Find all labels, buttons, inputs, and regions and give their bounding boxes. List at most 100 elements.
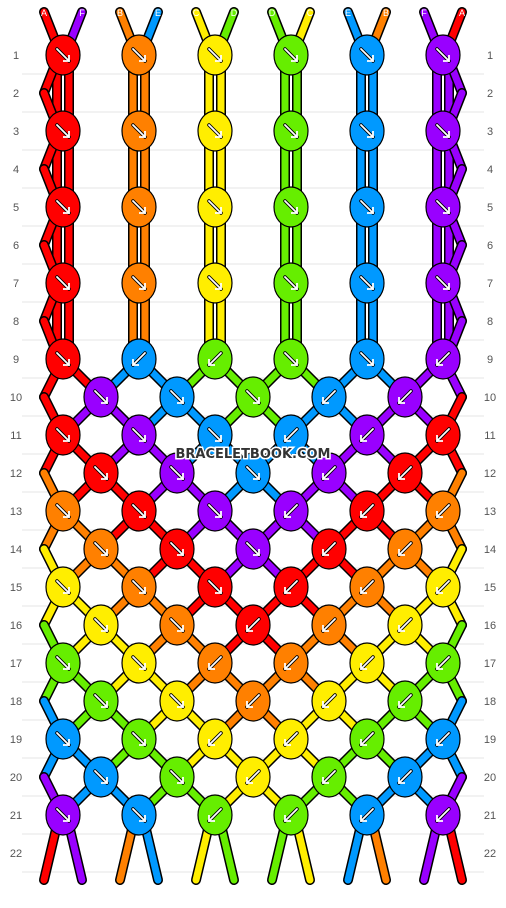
arrow-down-right-icon	[170, 542, 184, 556]
row-number-right: 15	[484, 582, 496, 594]
arrow-down-right-icon	[94, 390, 108, 404]
knot	[121, 110, 157, 152]
arrow-head-icon	[177, 777, 184, 784]
arrow-down-right-icon	[132, 428, 146, 442]
arrow-down-right-icon	[56, 200, 70, 214]
arrow-head-icon	[291, 283, 298, 290]
knot	[197, 186, 233, 228]
arrow-down-left-icon	[246, 618, 260, 632]
row-number-right: 9	[487, 354, 493, 366]
arrow-down-right-icon	[436, 48, 450, 62]
arrow-down-left-icon	[284, 732, 298, 746]
arrow-head-icon	[139, 815, 146, 822]
arrow-head-icon	[63, 739, 70, 746]
arrow-head-icon	[63, 435, 70, 442]
arrow-down-right-icon	[284, 124, 298, 138]
knot	[197, 566, 233, 608]
arrow-down-right-icon	[208, 48, 222, 62]
knot	[235, 528, 271, 570]
arrow-down-left-icon	[360, 656, 374, 670]
knot	[235, 376, 271, 418]
arrow-down-right-icon	[436, 124, 450, 138]
row-number-right: 5	[487, 202, 493, 214]
strand-label-bottom: D	[231, 889, 238, 899]
knot	[159, 680, 195, 722]
arrow-down-left-icon	[436, 580, 450, 594]
arrow-down-left-icon	[132, 352, 146, 366]
arrow-head-icon	[436, 359, 443, 366]
arrow-down-right-icon	[56, 504, 70, 518]
arrow-head-icon	[246, 777, 253, 784]
knot	[273, 262, 309, 304]
thread	[116, 821, 137, 884]
arrow-down-right-icon	[56, 428, 70, 442]
arrow-head-icon	[139, 663, 146, 670]
knot	[425, 262, 461, 304]
arrow-down-right-icon	[94, 618, 108, 632]
knot	[349, 262, 385, 304]
knot	[121, 718, 157, 760]
knot	[311, 452, 347, 494]
knot	[45, 794, 81, 836]
row-number-right: 4	[487, 164, 493, 176]
arrow-head-icon	[367, 131, 374, 138]
arrow-head-icon	[139, 739, 146, 746]
arrow-down-left-icon	[322, 694, 336, 708]
knot	[45, 34, 81, 76]
arrow-down-right-icon	[132, 48, 146, 62]
arrow-down-right-icon	[56, 732, 70, 746]
arrow-head-icon	[367, 359, 374, 366]
arrow-head-icon	[284, 511, 291, 518]
knots	[45, 34, 461, 836]
knot	[425, 34, 461, 76]
knot	[349, 490, 385, 532]
knot	[387, 452, 423, 494]
knot	[425, 566, 461, 608]
row-number-right: 21	[484, 810, 496, 822]
arrow-down-right-icon	[208, 580, 222, 594]
thread	[268, 821, 289, 884]
arrow-head-icon	[246, 701, 253, 708]
knot	[235, 680, 271, 722]
arrow-head-icon	[63, 359, 70, 366]
row-number-left: 14	[10, 544, 22, 556]
thread	[192, 821, 213, 884]
arrow-down-right-icon	[132, 808, 146, 822]
strand-label-top: B	[383, 8, 389, 18]
arrow-down-left-icon	[360, 732, 374, 746]
arrow-head-icon	[443, 55, 450, 62]
knot	[45, 642, 81, 684]
knot	[387, 604, 423, 646]
row-number-right: 19	[484, 734, 496, 746]
arrow-down-right-icon	[132, 580, 146, 594]
arrow-down-left-icon	[284, 504, 298, 518]
arrow-head-icon	[63, 55, 70, 62]
row-number-right: 16	[484, 620, 496, 632]
strand-label-top: F	[421, 8, 427, 18]
arrow-down-left-icon	[208, 656, 222, 670]
arrow-head-icon	[360, 815, 367, 822]
knot	[387, 376, 423, 418]
row-number-left: 20	[10, 772, 22, 784]
knot	[273, 414, 309, 456]
arrow-down-left-icon	[208, 808, 222, 822]
knot	[425, 718, 461, 760]
arrow-head-icon	[284, 587, 291, 594]
arrow-down-right-icon	[132, 200, 146, 214]
knot	[273, 110, 309, 152]
arrow-down-right-icon	[56, 48, 70, 62]
arrow-head-icon	[101, 777, 108, 784]
knot	[45, 110, 81, 152]
arrow-head-icon	[177, 625, 184, 632]
knot	[197, 490, 233, 532]
thread	[293, 821, 314, 884]
arrow-down-right-icon	[170, 770, 184, 784]
strand-label-top: A	[459, 8, 465, 18]
row-number-left: 16	[10, 620, 22, 632]
row-number-right: 8	[487, 316, 493, 328]
knot	[197, 262, 233, 304]
arrow-head-icon	[139, 435, 146, 442]
strand-label-bottom: C	[307, 889, 314, 899]
knot	[235, 756, 271, 798]
